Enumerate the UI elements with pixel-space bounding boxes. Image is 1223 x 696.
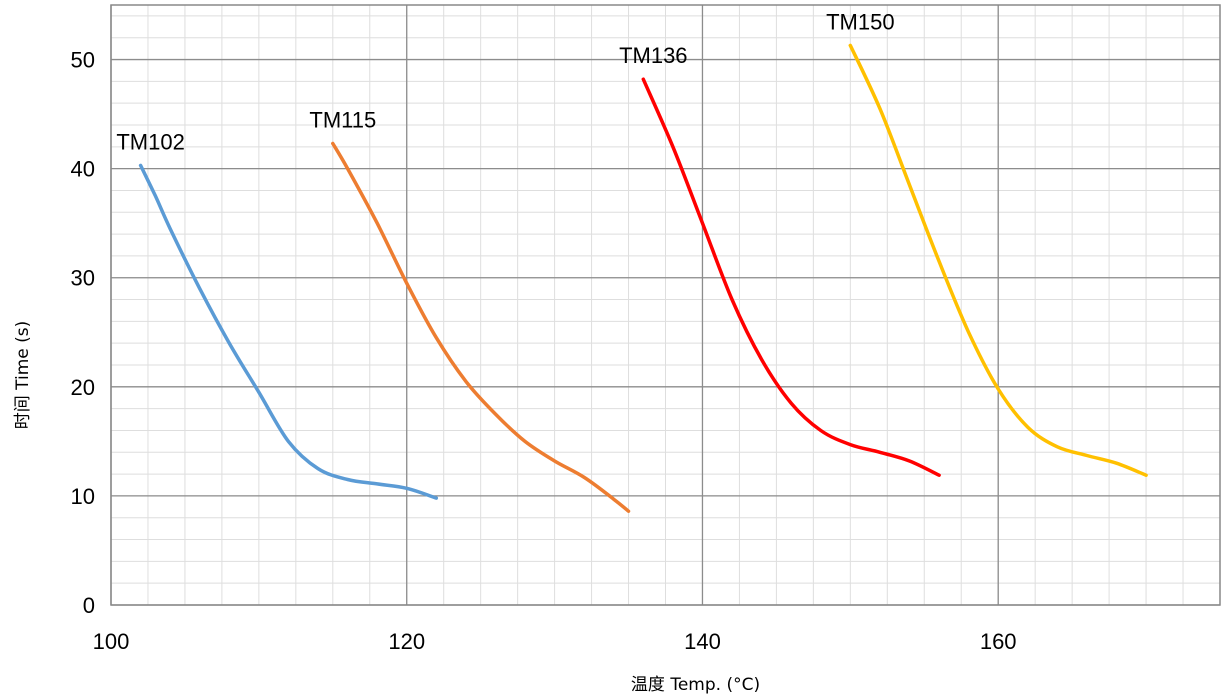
x-axis-tick-labels: 100 120 140 160 (93, 629, 1017, 654)
y-axis-title: 时间 Time (s) (13, 321, 33, 430)
y-axis-tick-labels: 0 10 20 30 40 50 (71, 48, 95, 618)
x-tick-label: 100 (93, 629, 130, 654)
y-tick-label: 30 (71, 266, 95, 291)
series-lines (138, 43, 1148, 513)
series-label-tm150: TM150 (826, 9, 894, 34)
y-tick-label: 50 (71, 48, 95, 73)
series-labels: TM102 TM115 TM136 TM150 (116, 9, 894, 154)
series-line-tm150 (848, 43, 1148, 477)
y-tick-label: 0 (83, 593, 95, 618)
series-label-tm115: TM115 (309, 108, 376, 133)
y-tick-label: 20 (71, 375, 95, 400)
plot-area-border (110, 4, 1221, 606)
series-line-tm136 (641, 77, 941, 477)
y-tick-label: 40 (71, 157, 95, 182)
x-tick-label: 160 (980, 629, 1017, 654)
series-line-tm115 (331, 141, 631, 513)
series-label-tm136: TM136 (619, 43, 687, 68)
x-tick-label: 140 (684, 629, 721, 654)
x-axis-title: 温度 Temp. (°C) (631, 675, 760, 695)
series-line-tm102 (138, 163, 439, 500)
minor-gridlines (111, 5, 1220, 605)
series-label-tm102: TM102 (116, 129, 184, 154)
y-tick-label: 10 (71, 484, 95, 509)
x-tick-label: 120 (388, 629, 425, 654)
